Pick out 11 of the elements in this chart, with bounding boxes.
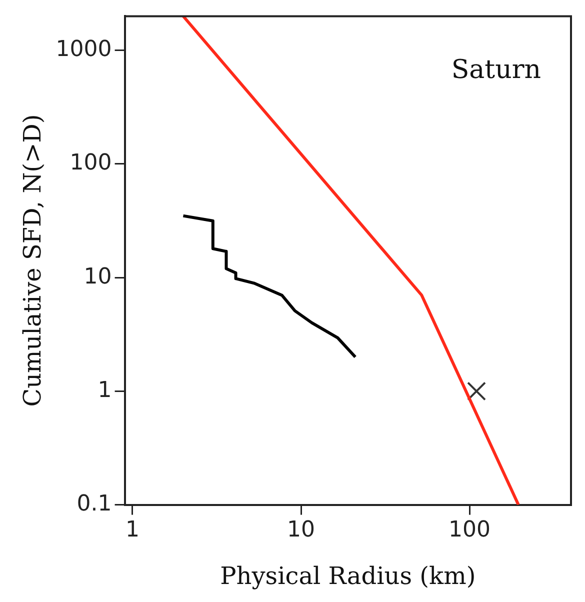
x-tick-label: 100 bbox=[448, 518, 491, 543]
annotation: Saturn bbox=[451, 54, 542, 85]
x-axis-title: Physical Radius (km) bbox=[220, 562, 476, 590]
y-axis-title: Cumulative SFD, N(>D) bbox=[18, 114, 47, 407]
y-tick-label: 100 bbox=[70, 150, 112, 176]
x-tick-label: 1 bbox=[126, 518, 140, 543]
y-tick-label: 0.1 bbox=[76, 492, 112, 517]
y-tick-label: 10 bbox=[84, 264, 112, 290]
y-tick-label: 1000 bbox=[56, 37, 112, 62]
x-tick-label: 10 bbox=[287, 518, 316, 543]
y-tick-label: 1 bbox=[98, 378, 112, 403]
